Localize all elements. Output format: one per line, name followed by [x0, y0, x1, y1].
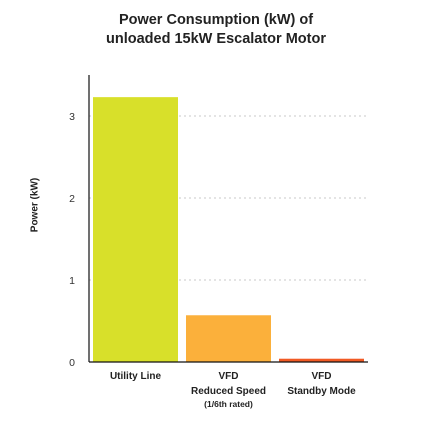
bar-0 [93, 97, 178, 362]
bar-2 [279, 358, 364, 362]
x-tick-label-0-line-0: Utility Line [110, 371, 162, 382]
chart-title: Power Consumption (kW) of unloaded 15kW … [0, 11, 432, 49]
y-tick-label-3: 3 [69, 111, 75, 123]
chart-title-line-1: Power Consumption (kW) of [118, 12, 314, 28]
x-tick-label-1-line-1: Reduced Speed [191, 386, 266, 397]
chart-title-line-2: unloaded 15kW Escalator Motor [106, 31, 326, 47]
x-tick-label-2-line-1: Standby Mode [287, 386, 356, 397]
bar-1 [186, 315, 271, 362]
y-tick-label-0: 0 [69, 357, 75, 369]
x-tick-label-1-line-0: VFD [219, 371, 239, 382]
x-tick-label-2-line-0: VFD [312, 371, 332, 382]
y-tick-label-2: 2 [69, 193, 75, 205]
x-tick-sublabel-1: (1/6th rated) [204, 399, 253, 409]
y-tick-label-1: 1 [69, 275, 75, 287]
